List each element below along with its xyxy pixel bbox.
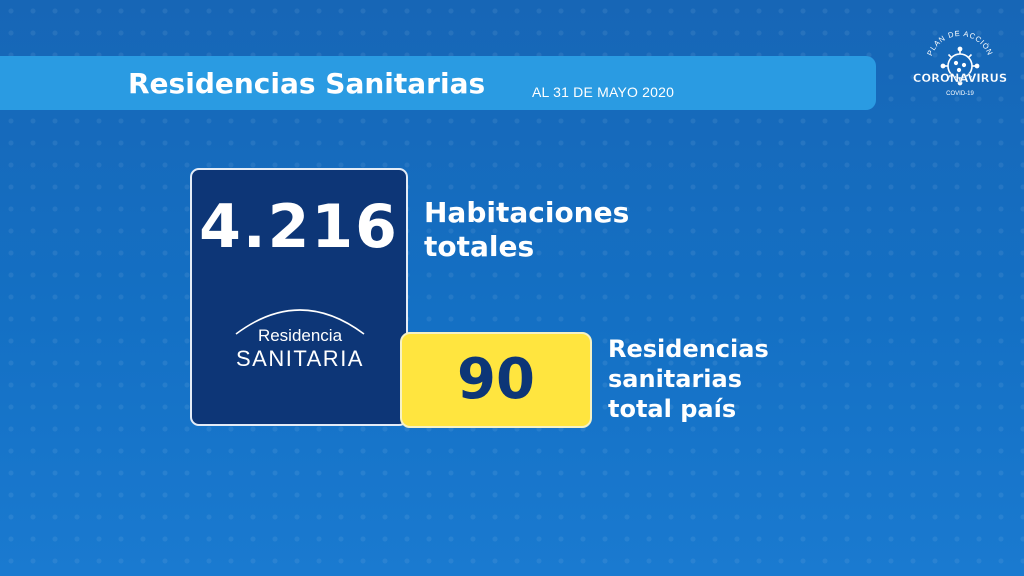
rooms-label-line-2: totales xyxy=(424,230,535,263)
residences-count: 90 xyxy=(457,347,535,412)
residences-label-line-1: Residencias xyxy=(608,335,769,363)
residences-card: 90 xyxy=(400,332,592,428)
rooms-count: 4.216 xyxy=(199,192,399,262)
residencia-sanitaria-logo: Residencia SANITARIA xyxy=(212,296,388,376)
logo-arc-icon xyxy=(235,309,365,335)
rooms-label: Habitaciones totales xyxy=(424,196,629,264)
coronavirus-icon xyxy=(940,46,980,86)
brand-line-1: Residencia xyxy=(257,326,343,345)
logo-main-text: CORONAVIRUS xyxy=(913,71,1007,85)
residences-label-line-3: total país xyxy=(608,395,737,423)
header-bar xyxy=(0,56,876,110)
residences-label: Residencias sanitarias total país xyxy=(608,334,769,424)
brand-line-2: SANITARIA xyxy=(235,346,364,371)
page-title: Residencias Sanitarias xyxy=(128,67,486,100)
logo-bottom-text: COVID-19 xyxy=(946,91,974,97)
coronavirus-plan-logo: PLAN DE ACCIÓN CORONAVIRUS COVID-19 xyxy=(913,29,1008,97)
report-date: AL 31 DE MAYO 2020 xyxy=(532,84,675,100)
residences-label-line-2: sanitarias xyxy=(608,365,743,393)
rooms-card: 4.216 Residencia SANITARIA xyxy=(190,168,408,426)
rooms-label-line-1: Habitaciones xyxy=(424,196,630,229)
